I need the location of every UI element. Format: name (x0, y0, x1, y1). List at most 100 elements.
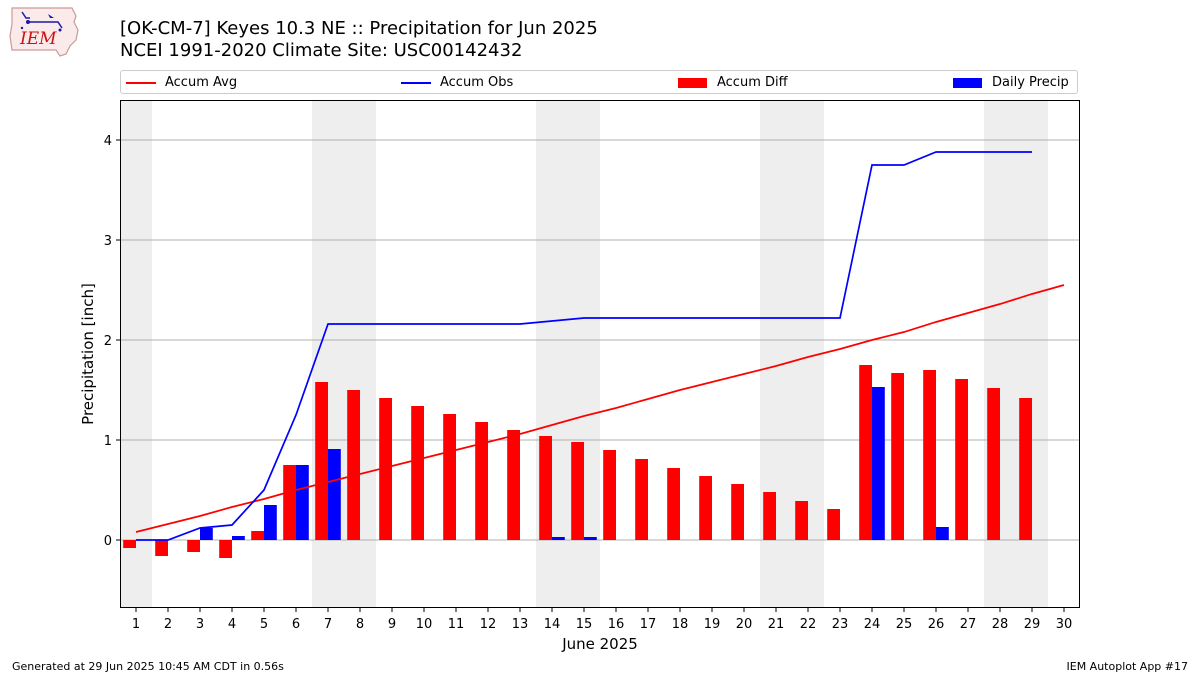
accum-diff-bar-6 (283, 465, 296, 540)
daily-precip-bar-6 (296, 465, 309, 540)
accum-diff-bar-7 (315, 382, 328, 540)
accum-diff-bar-11 (443, 414, 456, 540)
x-tick-label-16: 16 (608, 617, 625, 632)
accum-diff-bar-28 (987, 388, 1000, 540)
x-tick-label-24: 24 (864, 617, 881, 632)
legend-item-accum-avg: Accum Avg (126, 74, 237, 92)
y-tick-label-0: 0 (104, 534, 112, 549)
daily-precip-bar-15 (584, 537, 597, 540)
accum-diff-bar-29 (1019, 398, 1032, 540)
legend-label-accum-diff: Accum Diff (717, 75, 788, 90)
x-tick-label-21: 21 (768, 617, 785, 632)
accum-avg-line (135, 284, 1065, 533)
bars-layer (123, 365, 1032, 558)
legend-label-daily-precip: Daily Precip (992, 75, 1069, 90)
daily-precip-bar-5 (264, 505, 277, 540)
x-tick-label-9: 9 (388, 617, 396, 632)
x-tick-label-13: 13 (512, 617, 529, 632)
accum-diff-bar-25 (891, 373, 904, 540)
chart-subtitle: NCEI 1991-2020 Climate Site: USC00142432 (120, 40, 523, 61)
x-tick-label-23: 23 (832, 617, 849, 632)
footer-app-text: IEM Autoplot App #17 (1066, 660, 1189, 673)
legend-item-daily-precip: Daily Precip (953, 74, 1069, 92)
x-axis-label: June 2025 (561, 635, 638, 653)
daily-precip-bar-3 (200, 528, 213, 540)
x-tick-label-18: 18 (672, 617, 689, 632)
legend-label-accum-avg: Accum Avg (165, 75, 238, 90)
legend-swatch-daily-precip (953, 77, 982, 88)
footer-generated-text: Generated at 29 Jun 2025 10:45 AM CDT in… (12, 660, 284, 673)
x-tick-label-8: 8 (356, 617, 364, 632)
daily-precip-bar-26 (936, 527, 949, 540)
accum-diff-bar-4 (219, 540, 232, 558)
accum-diff-bar-26 (923, 370, 936, 540)
x-tick-label-7: 7 (324, 617, 332, 632)
accum-diff-bar-12 (475, 422, 488, 540)
accum-diff-bar-16 (603, 450, 616, 540)
x-tick-label-6: 6 (292, 617, 300, 632)
accum-obs-line (136, 151, 1032, 541)
x-tick-label-15: 15 (576, 617, 593, 632)
lines-layer (135, 151, 1065, 541)
accum-diff-bar-20 (731, 484, 744, 540)
x-axis: 1 2 3 4 5 6 7 8 9 10 11 12 13 14 15 16 17 18 19 20 21 22 23 24 2… (132, 608, 1072, 632)
accum-diff-bar-21 (763, 492, 776, 540)
chart-legend: Accum Avg Accum Obs Accum Diff Daily Pre… (120, 70, 1078, 94)
gridlines-layer (120, 139, 1080, 541)
legend-swatch-accum-diff (678, 77, 707, 88)
x-tick-label-27: 27 (960, 617, 977, 632)
x-tick-label-5: 5 (260, 617, 268, 632)
x-tick-label-3: 3 (196, 617, 204, 632)
x-tick-label-19: 19 (704, 617, 721, 632)
iowa-outline-shape (9, 7, 79, 57)
x-tick-label-26: 26 (928, 617, 945, 632)
y-tick-label-1: 1 (104, 434, 112, 449)
iem-logo-text: IEM (19, 29, 57, 49)
accum-diff-bar-1 (123, 540, 136, 548)
x-tick-label-28: 28 (992, 617, 1009, 632)
y-axis-label: Precipitation [inch] (79, 283, 97, 425)
weekend-shade-1 (120, 100, 152, 608)
y-axis: 0 1 2 3 4 (104, 134, 120, 549)
x-tick-label-10: 10 (416, 617, 433, 632)
plot-frame (120, 100, 1080, 608)
accum-diff-bar-10 (411, 406, 424, 540)
legend-swatch-accum-avg (126, 81, 156, 84)
x-tick-label-11: 11 (448, 617, 465, 632)
x-tick-label-4: 4 (228, 617, 236, 632)
iem-logo: IEM (9, 7, 79, 57)
y-tick-label-4: 4 (104, 134, 112, 149)
y-tick-label-3: 3 (104, 234, 112, 249)
daily-precip-bar-7 (328, 449, 341, 540)
daily-precip-bar-14 (552, 537, 565, 540)
x-tick-label-22: 22 (800, 617, 817, 632)
accum-diff-bar-8 (347, 390, 360, 540)
x-tick-label-1: 1 (132, 617, 140, 632)
accum-diff-bar-24 (859, 365, 872, 540)
accum-diff-bar-5 (251, 531, 264, 540)
daily-precip-bar-4 (232, 536, 245, 540)
x-tick-label-12: 12 (480, 617, 497, 632)
accum-diff-bar-13 (507, 430, 520, 540)
accum-diff-bar-22 (795, 501, 808, 540)
chart-title: [OK-CM-7] Keyes 10.3 NE :: Precipitation… (120, 18, 598, 39)
x-tick-label-25: 25 (896, 617, 913, 632)
x-tick-label-29: 29 (1024, 617, 1041, 632)
accum-diff-bar-23 (827, 509, 840, 540)
accum-diff-bar-9 (379, 398, 392, 540)
x-tick-label-17: 17 (640, 617, 657, 632)
accum-diff-bar-27 (955, 379, 968, 540)
y-tick-label-2: 2 (104, 334, 112, 349)
legend-label-accum-obs: Accum Obs (440, 75, 514, 90)
legend-swatch-accum-obs (401, 81, 431, 84)
x-tick-label-2: 2 (164, 617, 172, 632)
accum-diff-bar-18 (667, 468, 680, 540)
accum-diff-bar-14 (539, 436, 552, 540)
accum-diff-bar-17 (635, 459, 648, 540)
x-tick-label-30: 30 (1056, 617, 1073, 632)
x-tick-label-20: 20 (736, 617, 753, 632)
x-tick-label-14: 14 (544, 617, 561, 632)
daily-precip-bar-24 (872, 387, 885, 540)
accum-diff-bar-15 (571, 442, 584, 540)
